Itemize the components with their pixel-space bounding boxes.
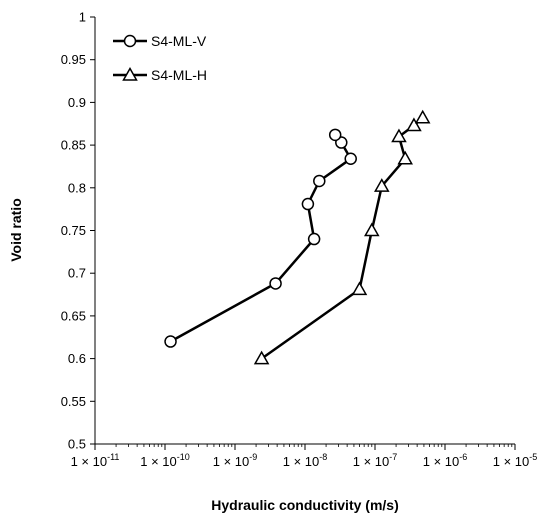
- x-tick-label: 1 × 10-5: [493, 452, 538, 469]
- x-tick-label-base: 1 × 10: [353, 454, 390, 469]
- y-tick-label: 1: [79, 10, 86, 25]
- x-axis-title: Hydraulic conductivity (m/s): [211, 497, 398, 513]
- x-tick-label-exponent: -9: [249, 452, 257, 462]
- x-tick-label-base: 1 × 10: [213, 454, 250, 469]
- y-tick-label: 0.85: [61, 138, 86, 153]
- data-point-s4-ml-v: [307, 232, 321, 246]
- data-point-s4-ml-v: [164, 335, 177, 348]
- series-layer: [164, 109, 431, 365]
- data-point-s4-ml-v: [328, 128, 342, 142]
- x-tick-label-base: 1 × 10: [140, 454, 177, 469]
- x-tick-label-base: 1 × 10: [423, 454, 460, 469]
- data-point-s4-ml-h: [391, 128, 407, 143]
- data-point-s4-ml-h: [373, 178, 390, 192]
- x-tick-label-exponent: -6: [459, 452, 467, 462]
- x-tick-label: 1 × 10-9: [213, 452, 258, 469]
- x-tick-label-exponent: -8: [319, 452, 327, 462]
- y-tick-label: 0.95: [61, 52, 86, 67]
- y-tick-label: 0.6: [68, 351, 86, 366]
- series-line-s4-ml-v: [169, 134, 352, 343]
- x-tick-label: 1 × 10-6: [423, 452, 468, 469]
- x-tick-label-exponent: -10: [177, 452, 190, 462]
- data-point-s4-ml-h: [351, 281, 368, 296]
- y-axis-title: Void ratio: [8, 198, 24, 262]
- x-tick-label-exponent: -7: [389, 452, 397, 462]
- x-tick-label: 1 × 10-8: [283, 452, 328, 469]
- data-point-s4-ml-h: [414, 109, 431, 124]
- y-tick-label: 0.8: [68, 180, 86, 195]
- legend-marker-s4-ml-h: [122, 66, 138, 81]
- y-tick-label: 0.75: [61, 223, 86, 238]
- legend: S4-ML-V S4-ML-H: [113, 33, 207, 83]
- x-tick-label: 1 × 10-7: [353, 452, 398, 469]
- x-tick-label-exponent: -11: [107, 452, 119, 462]
- legend-marker-s4-ml-v: [123, 34, 137, 48]
- data-point-s4-ml-h: [253, 350, 270, 365]
- data-point-s4-ml-v: [344, 152, 357, 166]
- x-tick-label-base: 1 × 10: [283, 454, 320, 469]
- x-axis-ticks: 1 × 10-11 1 × 10-10 1 × 10-9 1 × 10-8 1 × 10…: [71, 444, 538, 469]
- data-point-s4-ml-h: [364, 222, 380, 237]
- y-tick-label: 0.55: [61, 394, 86, 409]
- legend-label-s4-ml-v: S4-ML-V: [151, 33, 207, 49]
- series-line-s4-ml-h: [260, 116, 424, 360]
- x-tick-label: 1 × 10-11: [71, 452, 120, 469]
- y-axis-ticks: 0.5 0.55 0.6 0.65 0.7 0.75 0.8 0.85 0.9 0.95 1: [61, 10, 95, 452]
- x-tick-label-base: 1 × 10: [493, 454, 530, 469]
- x-tick-label-base: 1 × 10: [71, 454, 108, 469]
- data-point-s4-ml-h: [406, 117, 422, 132]
- y-tick-label: 0.7: [68, 266, 86, 281]
- x-tick-label-exponent: -5: [529, 452, 537, 462]
- x-tick-label: 1 × 10-10: [140, 452, 190, 469]
- legend-label-s4-ml-h: S4-ML-H: [151, 67, 207, 83]
- y-tick-label: 0.65: [61, 308, 86, 323]
- y-tick-label: 0.9: [68, 95, 86, 110]
- y-tick-label: 0.5: [68, 437, 86, 452]
- data-point-s4-ml-v: [301, 197, 315, 211]
- data-point-s4-ml-h: [397, 150, 413, 165]
- data-point-s4-ml-v: [269, 277, 282, 290]
- data-point-s4-ml-v: [313, 174, 326, 188]
